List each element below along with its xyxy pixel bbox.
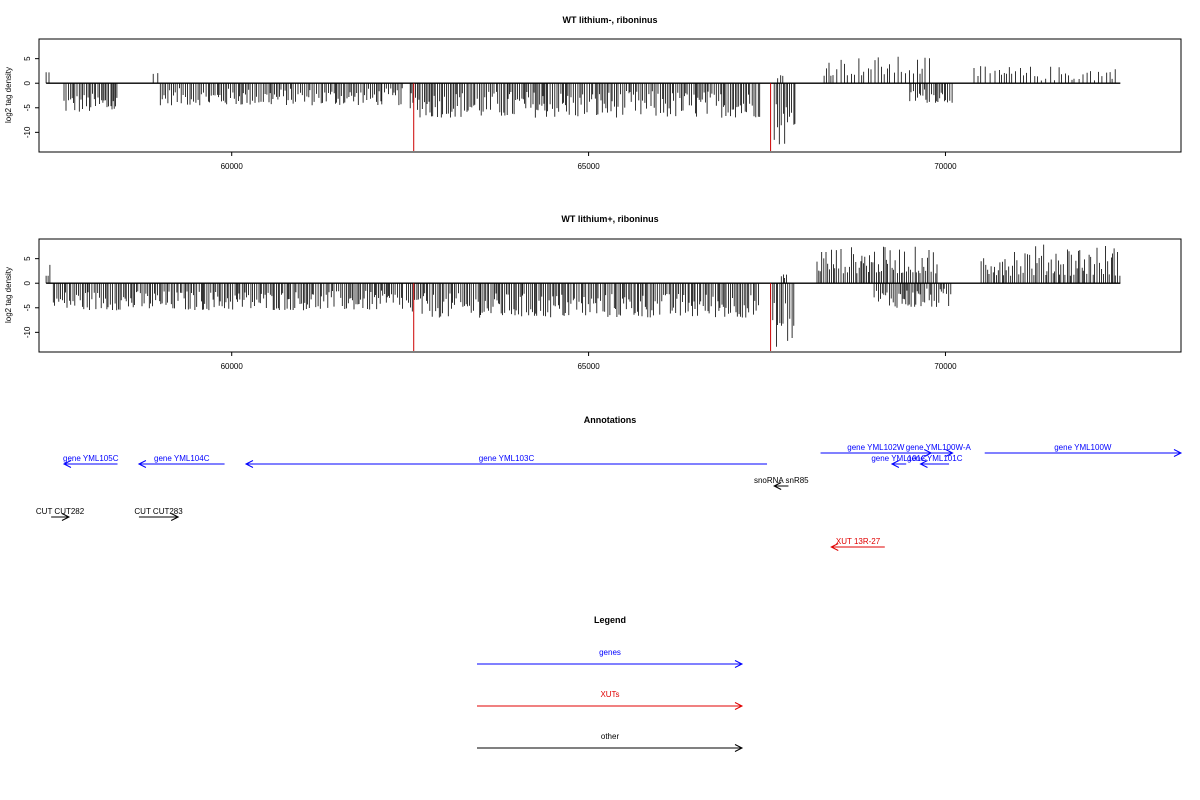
feature-label: CUT CUT283	[134, 507, 183, 516]
bar-series	[45, 56, 1121, 152]
y-axis-label: log2 tag density	[4, 67, 13, 123]
panel-lithium-plus: WT lithium+, riboninus log2 tag density …	[4, 214, 1182, 371]
bar-series	[45, 244, 1121, 352]
panel-title: WT lithium-, riboninus	[563, 15, 658, 25]
feature-list: gene YML105C gene YML104C gene YML103C gene…	[36, 443, 1183, 551]
annotations-track: Annotations gene YML105C gene YML104C gene…	[36, 415, 1183, 551]
legend-item: XUTs	[477, 690, 744, 710]
x-tick-label: 60000	[221, 362, 244, 371]
x-tick-label: 60000	[221, 162, 244, 171]
y-tick-label: -5	[23, 104, 32, 112]
feature-label: CUT CUT282	[36, 507, 85, 516]
feature-label: gene YML103C	[479, 454, 535, 463]
feature-arrow: gene YML100W	[984, 443, 1183, 457]
feature-arrow: gene YML104C	[137, 454, 225, 468]
feature-arrow: snoRNA snR85	[754, 476, 809, 490]
x-tick-label: 65000	[577, 162, 600, 171]
feature-label: gene YML104C	[154, 454, 210, 463]
y-tick-label: 0	[23, 80, 32, 85]
y-axis: 5 0 -5 -10	[23, 256, 39, 338]
panel-title: WT lithium+, riboninus	[561, 214, 658, 224]
legend-label: XUTs	[600, 690, 619, 699]
y-tick-label: 0	[23, 280, 32, 285]
feature-arrow: CUT CUT282	[36, 507, 85, 521]
y-axis-label: log2 tag density	[4, 267, 13, 323]
x-axis: 60000 65000 70000	[221, 352, 957, 371]
x-tick-label: 70000	[934, 162, 957, 171]
y-tick-label: 5	[23, 56, 32, 61]
feature-label: XUT 13R-27	[836, 537, 881, 546]
y-axis: 5 0 -5 -10	[23, 56, 39, 138]
feature-label: gene YML100W	[1054, 443, 1112, 452]
plot-frame	[38, 238, 1182, 353]
legend-item: other	[477, 732, 744, 752]
x-tick-label: 65000	[577, 362, 600, 371]
y-tick-label: 5	[23, 256, 32, 261]
y-tick-label: -10	[23, 126, 32, 138]
feature-arrow: XUT 13R-27	[830, 537, 885, 551]
feature-label: gene YML105C	[63, 454, 119, 463]
annotations-title: Annotations	[584, 415, 637, 425]
plot-frame	[38, 38, 1182, 153]
y-tick-label: -10	[23, 326, 32, 338]
density-bars	[45, 56, 1116, 145]
feature-arrow: CUT CUT283	[134, 507, 183, 521]
feature-label: gene YML101C	[871, 454, 927, 463]
feature-arrow: gene YML100W-A	[906, 443, 972, 457]
legend-label: genes	[599, 648, 621, 657]
y-tick-label: -5	[23, 304, 32, 312]
feature-label: gene YML102W	[847, 443, 905, 452]
legend: Legend genes XUTs other	[477, 615, 744, 752]
legend-items: genes XUTs other	[477, 648, 744, 752]
panel-lithium-minus: WT lithium-, riboninus log2 tag density …	[4, 15, 1182, 171]
feature-label: snoRNA snR85	[754, 476, 809, 485]
legend-item: genes	[477, 648, 744, 668]
x-tick-label: 70000	[934, 362, 957, 371]
density-bars	[45, 244, 1121, 347]
feature-label: gene YML101C	[907, 454, 963, 463]
feature-arrow: gene YML101C	[907, 454, 963, 468]
legend-title: Legend	[594, 615, 626, 625]
x-axis: 60000 65000 70000	[221, 152, 957, 171]
legend-label: other	[601, 732, 620, 741]
feature-label: gene YML100W-A	[906, 443, 972, 452]
feature-arrow: gene YML105C	[62, 454, 119, 468]
feature-arrow: gene YML101C	[871, 454, 927, 468]
feature-arrow: gene YML103C	[244, 454, 768, 468]
